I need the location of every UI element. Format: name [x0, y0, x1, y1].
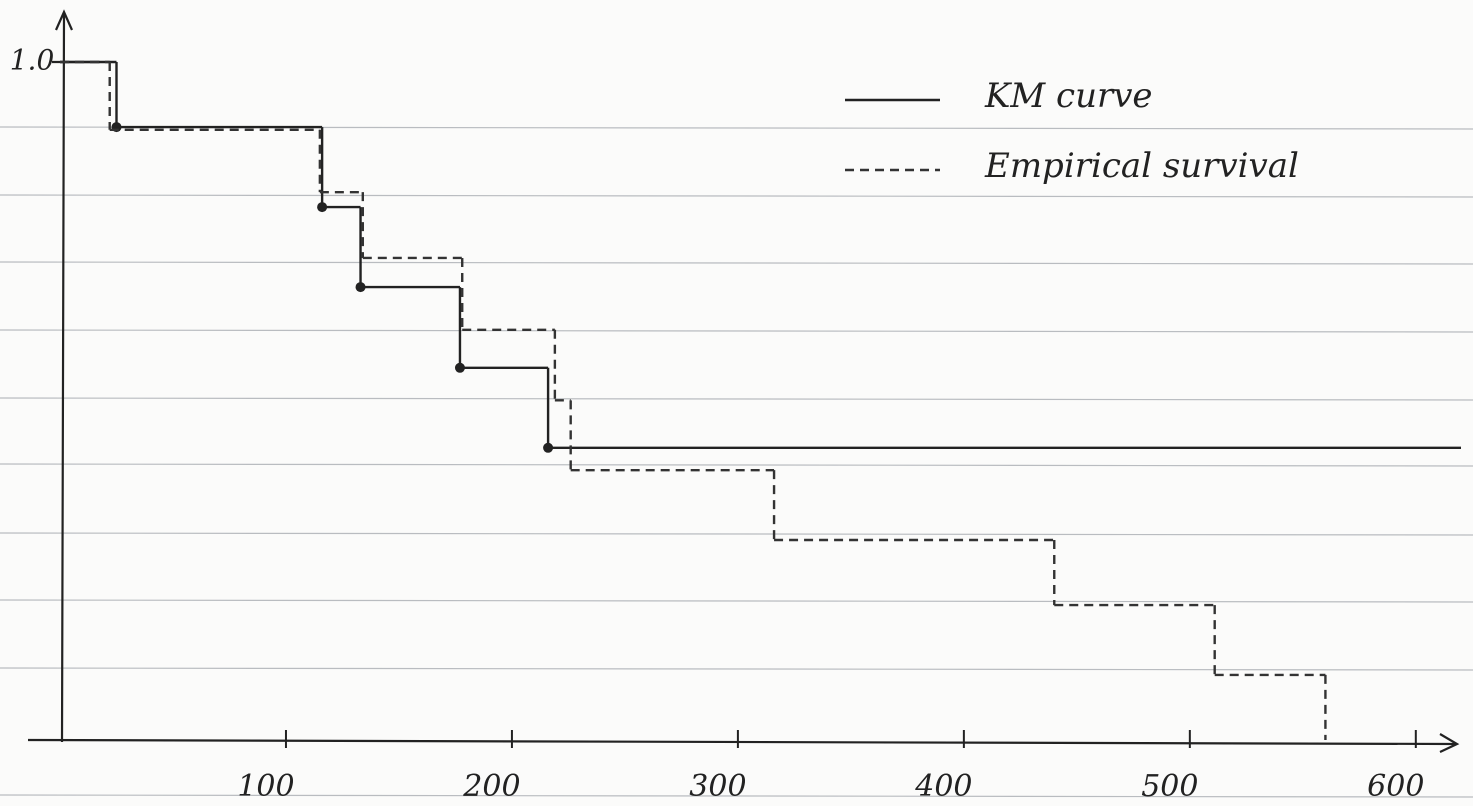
event-dot [455, 363, 465, 373]
legend-label: KM curve [984, 76, 1153, 116]
event-dot [356, 282, 366, 292]
x-tick-label: 600 [1367, 769, 1424, 804]
notebook-rules [0, 127, 1473, 797]
x-tick-label: 500 [1141, 769, 1198, 804]
x-axis [28, 734, 1457, 752]
x-tick-label: 200 [462, 769, 520, 804]
event-dot [543, 443, 553, 453]
x-tick-label: 300 [689, 769, 746, 804]
y-tick-label: 1.0 [10, 44, 55, 77]
y-axis [56, 12, 72, 742]
event-dot [317, 202, 327, 212]
axes [28, 12, 1457, 752]
x-tick-label: 400 [914, 769, 972, 804]
x-tick-label: 100 [237, 769, 294, 804]
chart: 100 200 300 400 500 600 1.0 KM curve Empirical s… [0, 0, 1473, 806]
legend-label: Empirical survival [984, 146, 1299, 186]
